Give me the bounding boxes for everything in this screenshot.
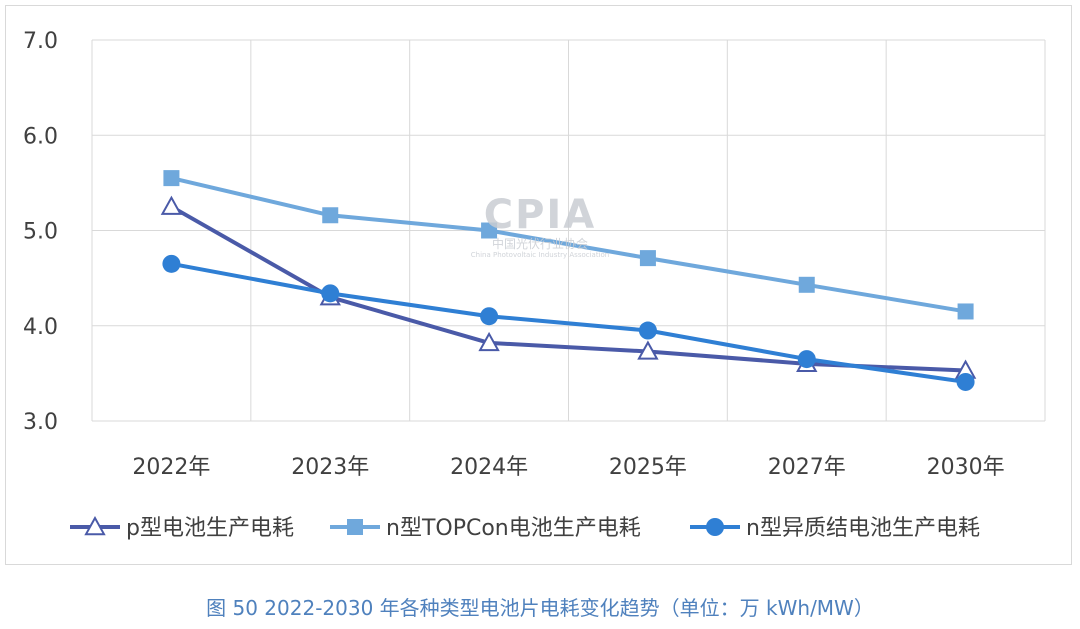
y-tick-label: 6.0 [23, 124, 58, 149]
series-3-point [480, 307, 499, 326]
series-3-point [956, 372, 975, 391]
chart-frame [5, 5, 1072, 565]
x-tick-label: 2027年 [768, 455, 846, 480]
series-1-point [637, 340, 659, 360]
x-tick-label: 2025年 [609, 455, 687, 480]
watermark-name-cn: 中国光伏行业协会 [491, 237, 588, 251]
series-1-point [478, 331, 500, 352]
series-3-point [162, 254, 181, 273]
series-2-point [639, 250, 656, 267]
series-2-point [957, 303, 974, 320]
series-1-point [160, 195, 183, 215]
figure-caption: 图 50 2022-2030 年各种类型电池片电耗变化趋势（单位：万 kWh/M… [206, 596, 874, 620]
y-tick-label: 4.0 [23, 315, 58, 340]
series-line-3 [169, 261, 968, 384]
series-2-point [798, 276, 815, 293]
y-tick-label: 7.0 [23, 29, 58, 54]
legend-label-1: p型电池生产电耗 [126, 516, 294, 541]
series-line-2 [169, 176, 968, 314]
series-2-point [163, 170, 180, 187]
x-tick-label: 2030年 [927, 455, 1005, 480]
watermark-logo: CPIA [483, 192, 597, 238]
cpia-watermark: CPIA 中国光伏行业协会 China Photovoltaic Industr… [440, 193, 640, 260]
series-2-point [322, 207, 339, 224]
series-2-point [481, 222, 498, 239]
series-3-point [638, 321, 657, 340]
legend-marker-3 [706, 518, 724, 536]
legend-label-2: n型TOPCon电池生产电耗 [386, 516, 641, 541]
series-3-point [321, 284, 340, 303]
x-tick-label: 2024年 [450, 455, 528, 480]
legend-marker-1 [84, 515, 106, 536]
series-line-1 [169, 204, 968, 373]
x-tick-label: 2022年 [132, 455, 210, 480]
y-tick-label: 3.0 [23, 410, 58, 435]
series-3-point [797, 350, 816, 369]
y-tick-label: 5.0 [23, 220, 58, 245]
watermark-name-en: China Photovoltaic Industry Association [470, 251, 610, 259]
x-tick-label: 2023年 [291, 455, 369, 480]
legend-label-3: n型异质结电池生产电耗 [746, 516, 980, 541]
legend-marker-2 [347, 519, 363, 535]
